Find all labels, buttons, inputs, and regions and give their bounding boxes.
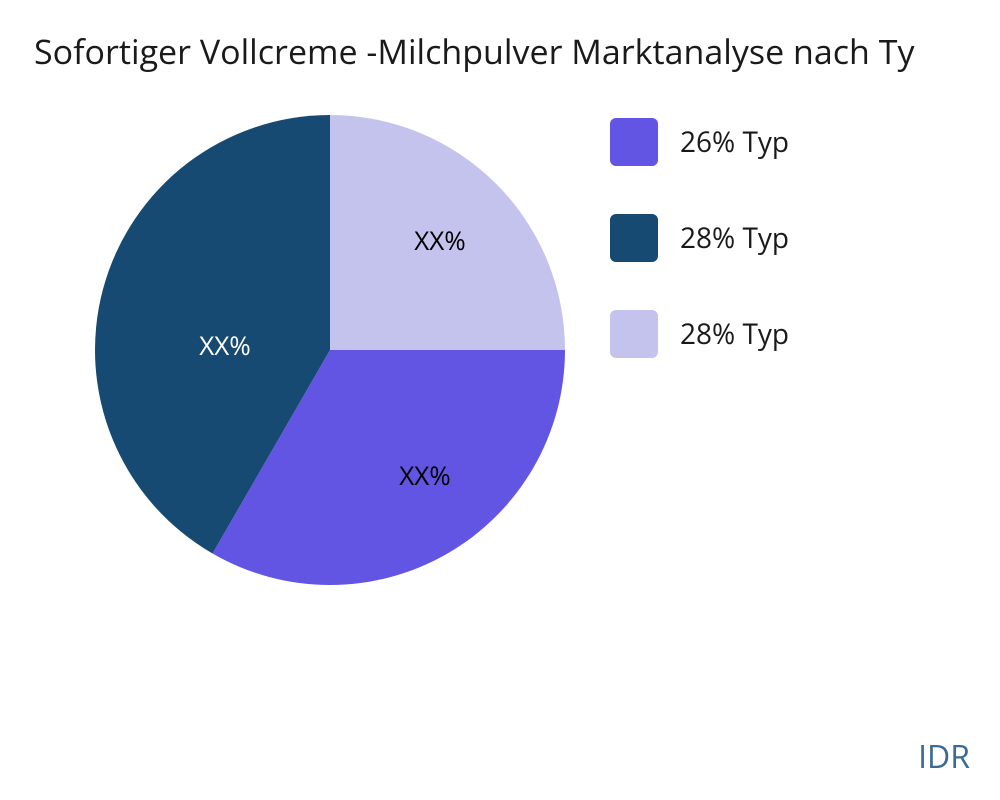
pie-chart: XX% XX% XX% xyxy=(90,110,570,590)
legend-swatch xyxy=(610,214,658,262)
legend: 26% Typ 28% Typ 28% Typ xyxy=(610,118,789,358)
legend-item: 26% Typ xyxy=(610,118,789,166)
slice-label: XX% xyxy=(199,327,251,363)
slice-label: XX% xyxy=(414,222,466,258)
slice-label: XX% xyxy=(399,457,451,493)
chart-title: Sofortiger Vollcreme -Milchpulver Markta… xyxy=(34,28,915,74)
legend-label: 28% Typ xyxy=(680,315,789,353)
legend-label: 26% Typ xyxy=(680,123,789,161)
pie-svg xyxy=(90,110,570,590)
legend-item: 28% Typ xyxy=(610,214,789,262)
legend-label: 28% Typ xyxy=(680,219,789,257)
legend-swatch xyxy=(610,310,658,358)
legend-item: 28% Typ xyxy=(610,310,789,358)
legend-swatch xyxy=(610,118,658,166)
footer-brand: IDR xyxy=(918,735,970,778)
